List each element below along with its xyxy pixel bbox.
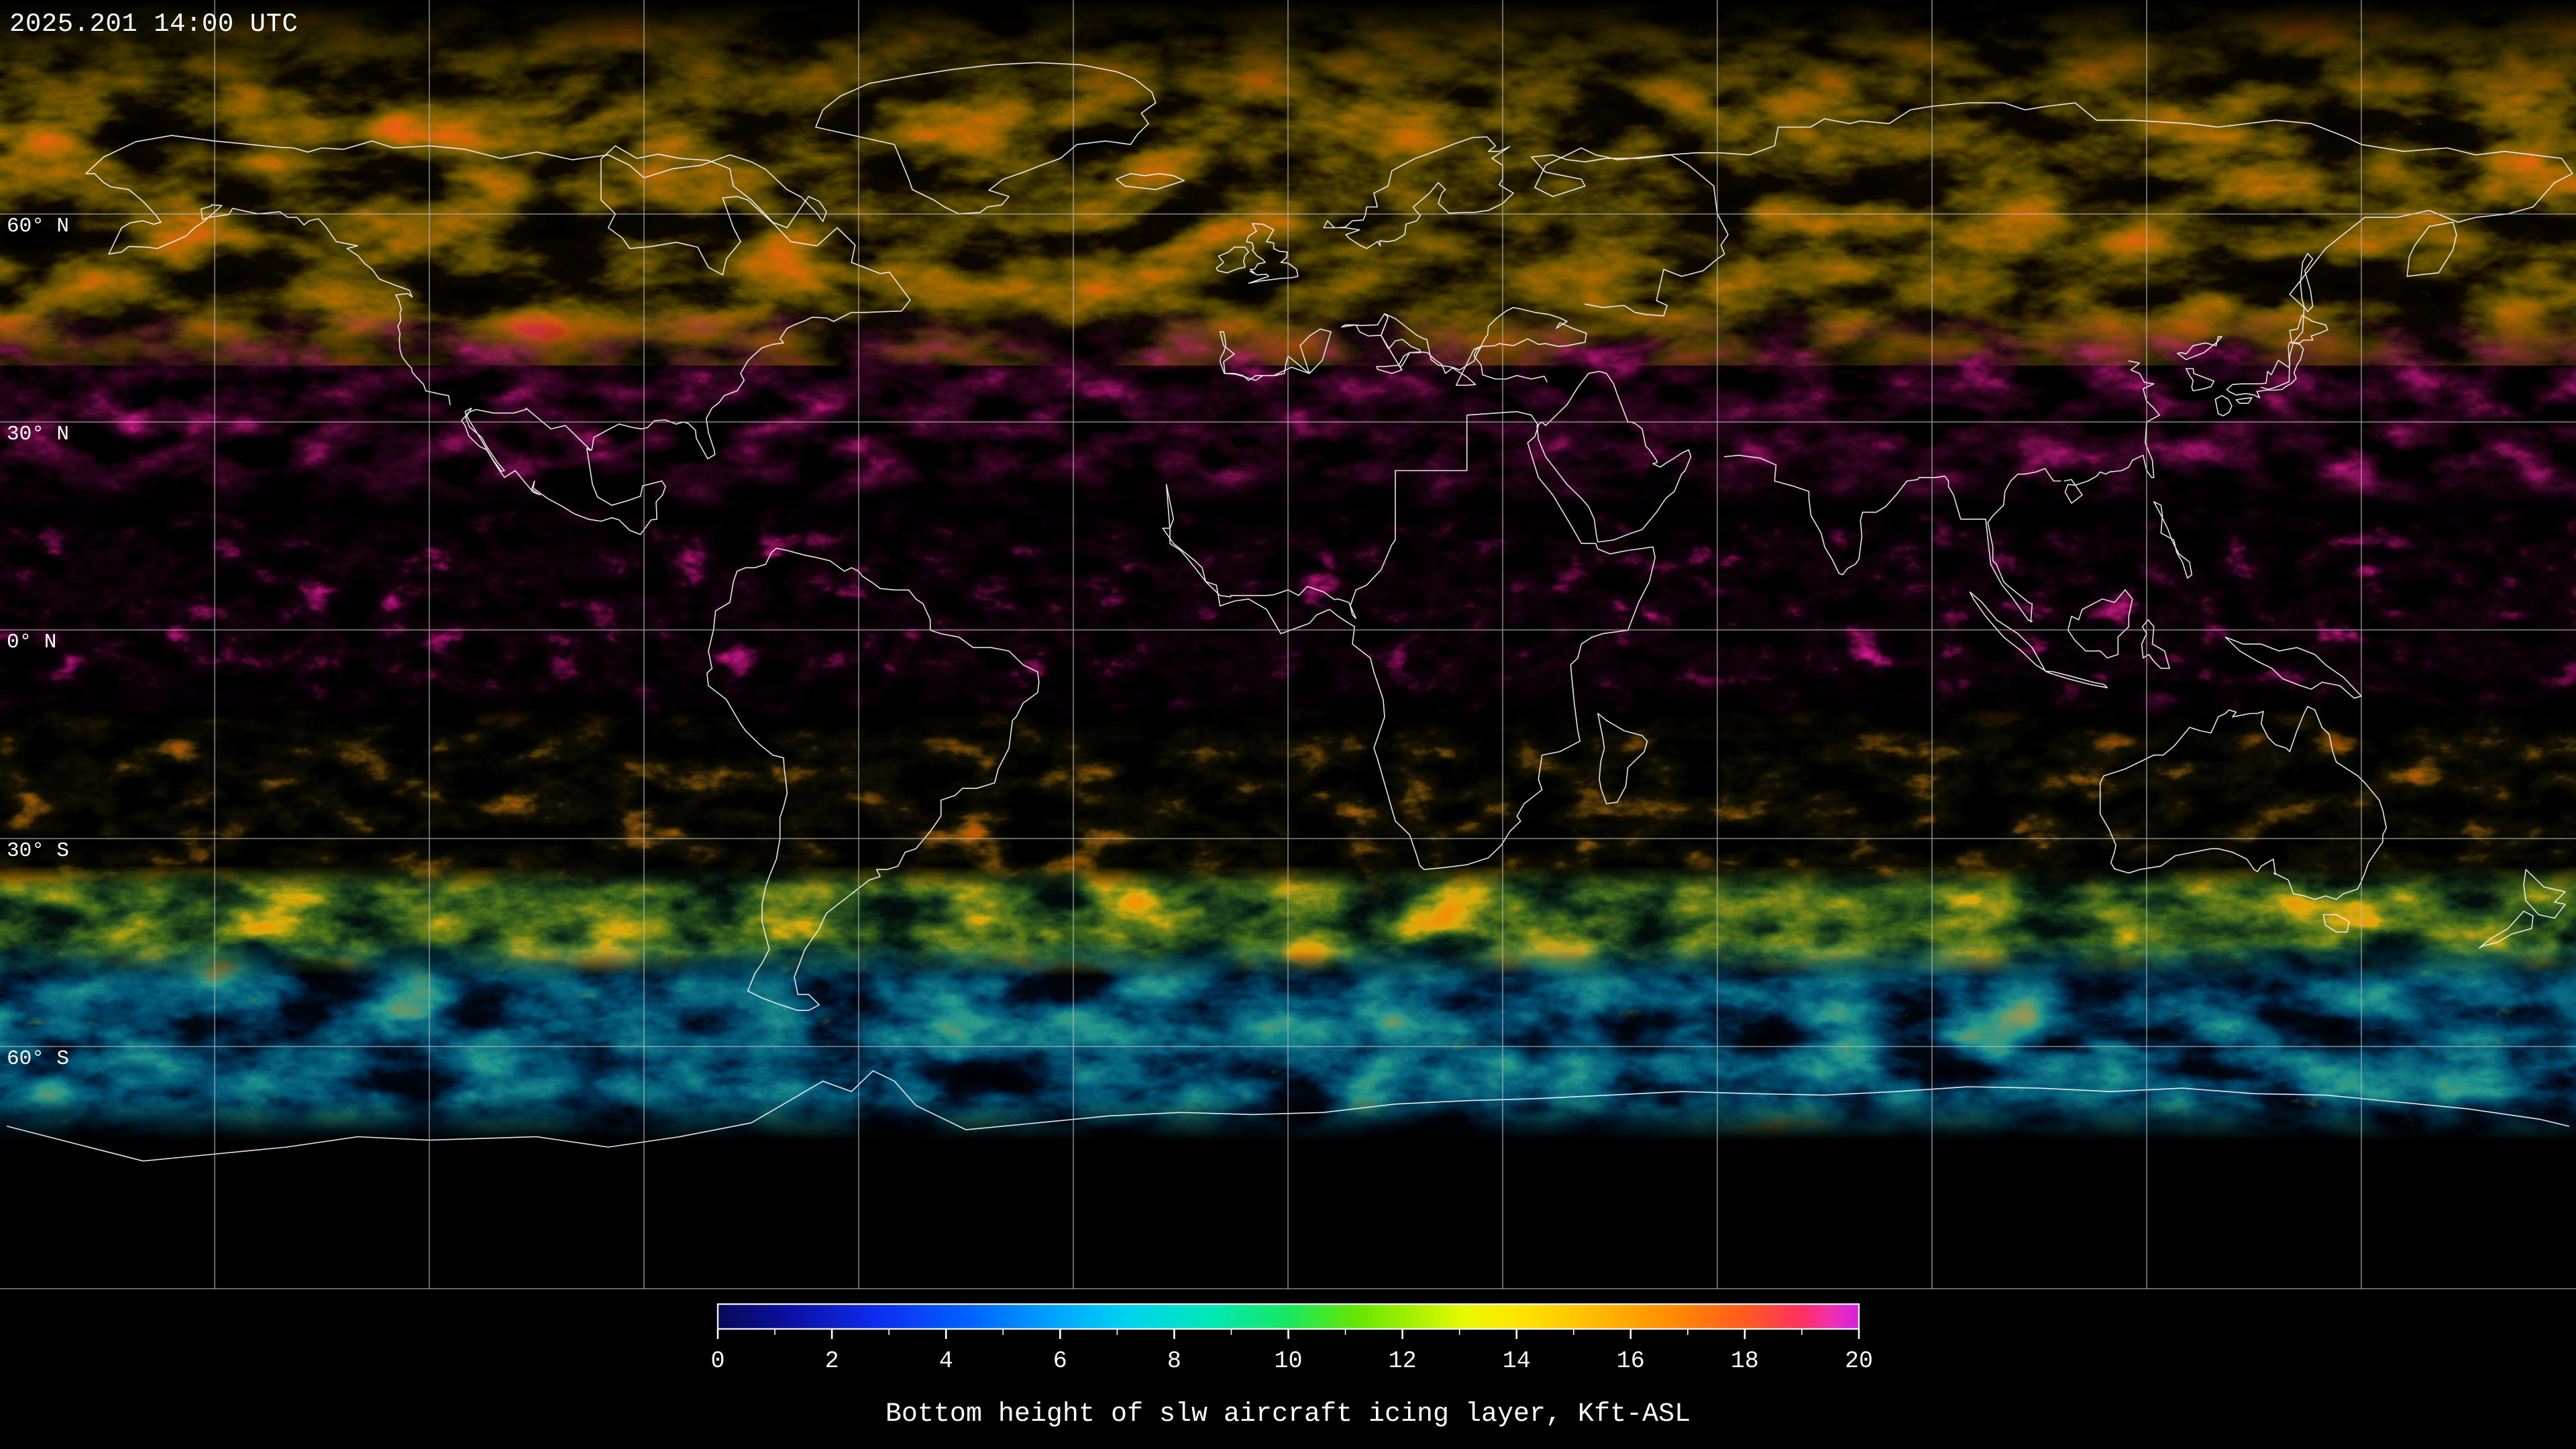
svg-text:60° S: 60° S	[7, 1047, 69, 1071]
svg-text:60° N: 60° N	[7, 215, 69, 238]
svg-text:18: 18	[1731, 1348, 1759, 1375]
svg-text:2025.201 14:00 UTC: 2025.201 14:00 UTC	[9, 9, 298, 39]
svg-text:0° N: 0° N	[7, 631, 56, 654]
svg-text:4: 4	[939, 1348, 953, 1375]
svg-text:8: 8	[1167, 1348, 1181, 1375]
svg-text:16: 16	[1617, 1348, 1645, 1375]
svg-text:30° N: 30° N	[7, 423, 69, 446]
svg-text:Bottom height of slw aircraft: Bottom height of slw aircraft icing laye…	[885, 1399, 1690, 1430]
svg-text:30° S: 30° S	[7, 839, 69, 863]
svg-text:12: 12	[1389, 1348, 1417, 1375]
svg-text:0: 0	[710, 1348, 724, 1375]
svg-text:14: 14	[1503, 1348, 1531, 1375]
svg-text:2: 2	[825, 1348, 839, 1375]
svg-text:10: 10	[1274, 1348, 1302, 1375]
svg-text:6: 6	[1053, 1348, 1067, 1375]
svg-text:20: 20	[1845, 1348, 1873, 1375]
